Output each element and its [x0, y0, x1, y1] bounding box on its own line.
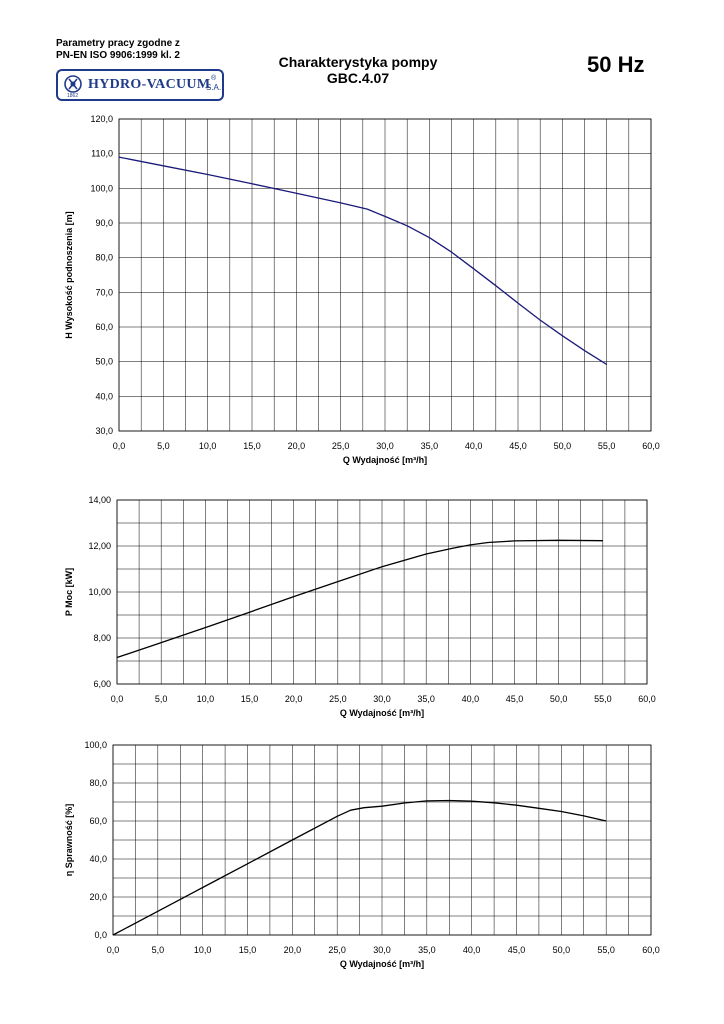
- x-tick-label: 10,0: [199, 441, 217, 451]
- efficiency-x-axis-label: Q Wydajność [m³/h]: [340, 959, 424, 969]
- power-curve: [116, 539, 603, 659]
- x-tick-label: 30,0: [373, 945, 391, 955]
- plot-frame: [116, 499, 648, 685]
- x-tick-label: 20,0: [284, 945, 302, 955]
- x-tick-label: 35,0: [417, 694, 435, 704]
- standard-note-line2: PN-EN ISO 9906:1999 kl. 2: [56, 50, 180, 61]
- head-y-axis-label: H Wysokość podnoszenia [m]: [64, 211, 74, 338]
- efficiency-curve: [112, 799, 607, 936]
- x-tick-label: 30,0: [376, 441, 394, 451]
- x-tick-label: 50,0: [550, 694, 568, 704]
- standard-note-line1: Parametry pracy zgodne z: [56, 38, 180, 49]
- x-tick-label: 25,0: [328, 945, 346, 955]
- x-tick-label: 25,0: [332, 441, 350, 451]
- x-tick-label: 15,0: [243, 441, 261, 451]
- y-tick-label: 120,0: [90, 114, 113, 124]
- x-tick-label: 35,0: [418, 945, 436, 955]
- x-tick-label: 60,0: [642, 945, 660, 955]
- logo-wordmark: HYDRO-VACUUM: [88, 77, 211, 92]
- x-tick-label: 60,0: [642, 441, 660, 451]
- y-tick-label: 14,00: [88, 495, 111, 505]
- logo-emblem-icon: [64, 75, 82, 93]
- x-tick-label: 60,0: [638, 694, 656, 704]
- standard-note: Parametry pracy zgodne z PN-EN ISO 9906:…: [56, 38, 180, 62]
- page-title: Charakterystyka pompy GBC.4.07: [258, 54, 458, 86]
- x-tick-label: 10,0: [197, 694, 215, 704]
- x-tick-label: 10,0: [194, 945, 212, 955]
- x-tick-label: 5,0: [155, 694, 168, 704]
- x-tick-label: 15,0: [241, 694, 259, 704]
- y-tick-label: 10,00: [88, 587, 111, 597]
- y-tick-label: 60,0: [95, 322, 113, 332]
- x-tick-label: 55,0: [594, 694, 612, 704]
- y-tick-label: 50,0: [95, 357, 113, 367]
- head-curve: [118, 156, 608, 365]
- x-tick-label: 35,0: [421, 441, 439, 451]
- x-tick-label: 0,0: [111, 694, 124, 704]
- x-tick-label: 5,0: [157, 441, 170, 451]
- y-tick-label: 20,0: [89, 892, 107, 902]
- x-tick-label: 0,0: [113, 441, 126, 451]
- plot-frame: [118, 118, 652, 432]
- y-tick-label: 12,00: [88, 541, 111, 551]
- x-tick-label: 55,0: [597, 945, 615, 955]
- x-tick-label: 45,0: [506, 694, 524, 704]
- efficiency-chart: 0,0 5,0 10,0 15,0 20,0 25,0 30,0 35,0 40,0 45,0 50…: [64, 740, 660, 969]
- x-tick-label: 50,0: [554, 441, 572, 451]
- x-tick-label: 40,0: [463, 945, 481, 955]
- y-tick-label: 90,0: [95, 218, 113, 228]
- x-tick-label: 25,0: [329, 694, 347, 704]
- logo-sa: S.A.: [206, 83, 222, 92]
- power-x-axis-label: Q Wydajność [m³/h]: [340, 708, 424, 718]
- x-tick-label: 20,0: [285, 694, 303, 704]
- x-tick-label: 40,0: [465, 441, 483, 451]
- y-tick-label: 110,0: [91, 149, 113, 159]
- logo-registered-mark: ®: [211, 75, 217, 82]
- y-tick-label: 30,0: [95, 426, 113, 436]
- x-tick-label: 55,0: [598, 441, 616, 451]
- y-tick-label: 80,0: [95, 253, 113, 263]
- y-tick-label: 0,0: [94, 930, 107, 940]
- y-tick-label: 8,00: [93, 633, 111, 643]
- logo-year: 1862: [67, 93, 79, 99]
- frequency-label: 50 Hz: [587, 52, 645, 77]
- x-tick-label: 20,0: [288, 441, 306, 451]
- x-tick-label: 50,0: [553, 945, 571, 955]
- power-chart: 0,0 5,0 10,0 15,0 20,0 25,0 30,0 35,0 40,0 45,0 50…: [64, 495, 656, 718]
- head-x-axis-label: Q Wydajność [m³/h]: [343, 455, 427, 465]
- plot-frame: [112, 744, 652, 936]
- y-tick-label: 40,0: [95, 391, 113, 401]
- x-tick-label: 40,0: [462, 694, 480, 704]
- x-tick-label: 15,0: [239, 945, 257, 955]
- efficiency-y-axis-label: η Sprawność [%]: [64, 804, 74, 877]
- y-tick-label: 100,0: [84, 740, 107, 750]
- y-tick-label: 100,0: [90, 183, 113, 193]
- y-tick-label: 6,00: [93, 679, 111, 689]
- x-tick-label: 45,0: [508, 945, 526, 955]
- y-tick-label: 80,0: [89, 778, 107, 788]
- x-tick-label: 45,0: [509, 441, 527, 451]
- y-tick-label: 40,0: [89, 854, 107, 864]
- x-tick-label: 30,0: [373, 694, 391, 704]
- power-y-axis-label: P Moc [kW]: [64, 568, 74, 616]
- company-logo: 1862 HYDRO-VACUUM ® S.A.: [56, 69, 224, 101]
- x-tick-label: 0,0: [107, 945, 120, 955]
- x-tick-label: 5,0: [152, 945, 165, 955]
- y-tick-label: 70,0: [95, 287, 113, 297]
- title-line1: Charakterystyka pompy: [278, 54, 438, 70]
- head-chart: 0,0 5,0 10,0 15,0 20,0 25,0 30,0 35,0 40,0 45,0 50…: [64, 114, 660, 465]
- y-tick-label: 60,0: [89, 816, 107, 826]
- title-line2: GBC.4.07: [326, 70, 390, 86]
